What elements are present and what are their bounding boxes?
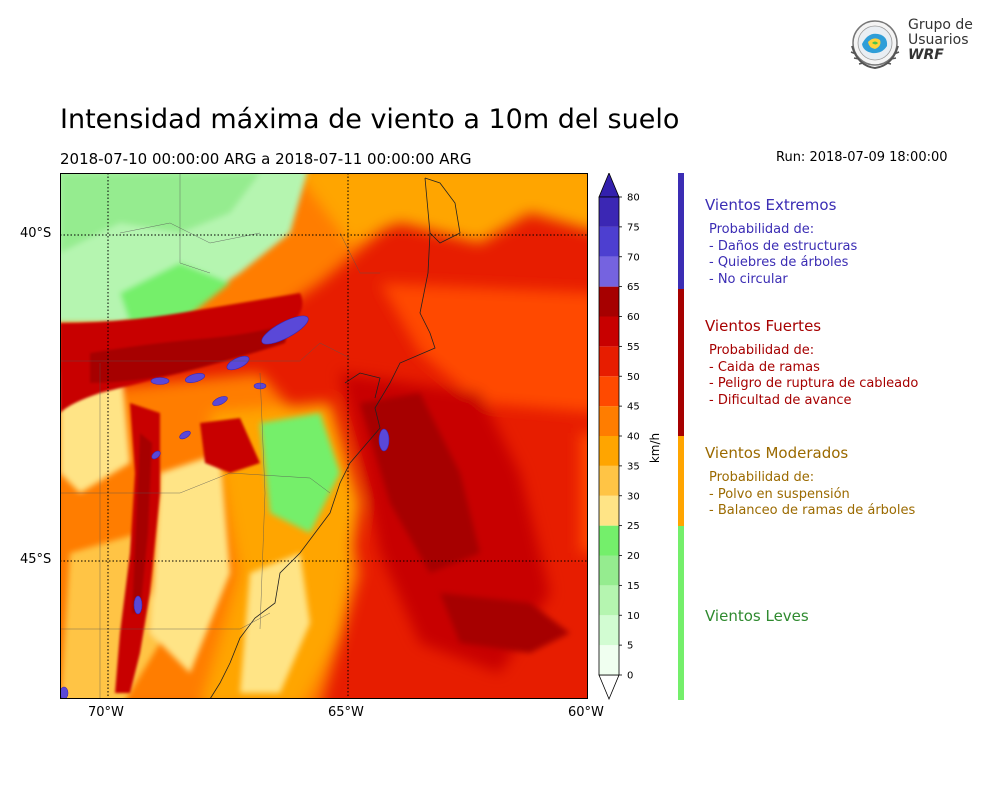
colorbar-segment xyxy=(599,256,619,287)
legend-color-bar xyxy=(678,289,684,436)
legend-details: Probabilidad de: - Polvo en suspensión - B… xyxy=(709,470,915,520)
colorbar-segment xyxy=(599,436,619,466)
colorbar-tick-label: 20 xyxy=(627,551,640,562)
legend-detail-line: - Polvo en suspensión xyxy=(709,486,850,502)
colorbar-tick-label: 40 xyxy=(627,432,640,443)
legend-color-bar xyxy=(678,173,684,289)
colorbar-tick-label: 75 xyxy=(627,222,640,233)
colorbar-tick-label: 30 xyxy=(627,491,640,502)
colorbar-segment xyxy=(599,316,619,347)
legend-detail-line: - Balanceo de ramas de árboles xyxy=(709,503,916,518)
legend-detail-line: - No circular xyxy=(709,271,788,287)
colorbar-over-extension xyxy=(598,173,620,198)
legend-detail-line: - Dificultad de avance xyxy=(709,392,852,408)
lon-label-60w: 60°W xyxy=(568,705,604,720)
legend-detail-line: - Caida de ramas xyxy=(709,359,820,375)
colorbar-segment xyxy=(599,406,619,436)
legend-title: Vientos Moderados xyxy=(705,444,849,462)
colorbar-tick-label: 80 xyxy=(627,193,640,204)
colorbar-segment xyxy=(599,286,619,317)
date-range: 2018-07-10 00:00:00 ARG a 2018-07-11 00:… xyxy=(60,150,472,168)
wind-map xyxy=(60,173,588,699)
legend-detail-line: - Peligro de ruptura de cableado xyxy=(709,376,919,391)
logo-line-3: WRF xyxy=(908,47,944,63)
colorbar: 0 5 10 15 20 25 30 35 40 45 50 55 60 65 70 75 80 km/h xyxy=(598,173,662,701)
colorbar-segment xyxy=(599,197,619,227)
colorbar-segment xyxy=(599,585,619,616)
logo-text: Grupo de Usuarios WRF xyxy=(908,18,973,63)
colorbar-tick-label: 60 xyxy=(627,312,640,323)
colorbar-tick-label: 25 xyxy=(627,521,640,532)
legend-detail-line: - Quiebres de árboles xyxy=(709,255,849,270)
run-time: Run: 2018-07-09 18:00:00 xyxy=(776,150,948,165)
colorbar-units-label: km/h xyxy=(648,433,662,463)
legend-details: Probabilidad de: - Caida de ramas - Peligr… xyxy=(709,343,918,409)
legend-title: Vientos Fuertes xyxy=(705,317,822,335)
colorbar-segment xyxy=(599,226,619,257)
colorbar-tick-label: 5 xyxy=(627,641,633,652)
colorbar-tick-label: 0 xyxy=(627,671,633,682)
colorbar-tick-label: 70 xyxy=(627,252,640,263)
legend-detail-line: - Daños de estructuras xyxy=(709,238,858,254)
colorbar-segment xyxy=(599,376,619,407)
colorbar-segment xyxy=(599,645,619,675)
colorbar-tick-label: 45 xyxy=(627,402,640,413)
colorbar-under-extension xyxy=(598,674,620,701)
lon-label-70w: 70°W xyxy=(88,705,124,720)
colorbar-tick-label: 50 xyxy=(627,372,640,383)
colorbar-segment xyxy=(599,615,619,646)
legend-color-bar xyxy=(678,436,684,526)
colorbar-tick-label: 10 xyxy=(627,611,640,622)
legend-details: Probabilidad de: - Daños de estructuras - … xyxy=(709,222,857,288)
wrf-group-logo xyxy=(850,20,900,70)
lat-label-40s: 40°S xyxy=(20,226,52,241)
colorbar-segment xyxy=(599,465,619,496)
colorbar-segment xyxy=(599,555,619,586)
lat-label-45s: 45°S xyxy=(20,552,52,567)
legend-detail-line: Probabilidad de: xyxy=(709,343,815,358)
colorbar-segment xyxy=(599,525,619,556)
legend-detail-line: Probabilidad de: xyxy=(709,470,815,485)
colorbar-segment xyxy=(599,495,619,526)
logo-line-2: Usuarios xyxy=(908,32,969,48)
legend-detail-line: Probabilidad de: xyxy=(709,222,815,237)
legend-title: Vientos Leves xyxy=(705,607,809,625)
legend-title: Vientos Extremos xyxy=(705,196,837,214)
colorbar-tick-label: 15 xyxy=(627,581,640,592)
page-title: Intensidad máxima de viento a 10m del su… xyxy=(60,104,680,135)
colorbar-tick-label: 65 xyxy=(627,282,640,293)
colorbar-segment xyxy=(599,346,619,377)
colorbar-tick-label: 55 xyxy=(627,342,640,353)
colorbar-tick-label: 35 xyxy=(627,461,640,472)
legend-color-bar xyxy=(678,526,684,700)
lon-label-65w: 65°W xyxy=(328,705,364,720)
logo-line-1: Grupo de xyxy=(908,17,973,33)
